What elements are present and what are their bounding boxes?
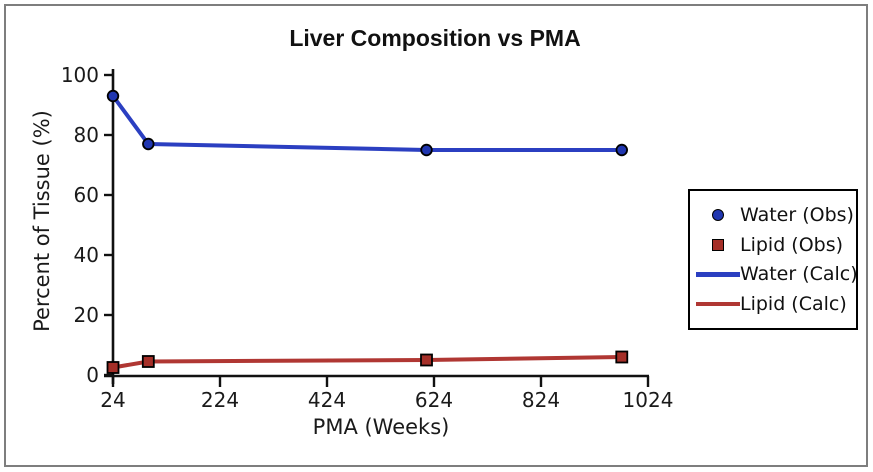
data-point-lipid-obs- xyxy=(615,350,629,364)
x-tick-label: 1024 xyxy=(623,388,674,412)
legend-row: Water (Calc) xyxy=(696,263,858,285)
y-tick-label: 20 xyxy=(74,303,99,327)
y-tick-label: 0 xyxy=(86,363,99,387)
x-tick-label: 824 xyxy=(522,388,560,412)
data-point-water-obs- xyxy=(106,89,120,103)
data-point-lipid-obs- xyxy=(106,361,120,374)
data-point-water-obs- xyxy=(420,143,433,157)
x-tick-label: 624 xyxy=(415,388,453,412)
data-point-lipid-obs- xyxy=(420,353,433,367)
line-marker-icon xyxy=(696,301,740,307)
x-axis-label: PMA (Weeks) xyxy=(312,415,450,439)
circle-marker-icon xyxy=(712,208,724,221)
legend-label: Lipid (Obs) xyxy=(740,233,844,256)
legend-swatch-square-icon xyxy=(696,238,740,251)
legend-label: Lipid (Calc) xyxy=(740,293,847,316)
square-marker-icon xyxy=(712,238,724,251)
y-tick-label: 40 xyxy=(74,243,99,267)
legend-swatch-line-icon xyxy=(696,301,740,307)
legend-swatch-line-icon xyxy=(696,272,740,277)
legend-swatch-circle-icon xyxy=(696,208,740,221)
legend-row: Lipid (Calc) xyxy=(696,293,854,315)
data-point-water-obs- xyxy=(142,137,155,151)
legend-label: Water (Calc) xyxy=(740,263,858,286)
legend-row: Water (Obs) xyxy=(696,204,854,226)
series-line-water-calc- xyxy=(111,94,624,152)
line-marker-icon xyxy=(696,272,740,277)
y-axis-label: Percent of Tissue (%) xyxy=(30,110,54,332)
data-point-water-obs- xyxy=(615,143,628,157)
data-point-lipid-obs- xyxy=(141,355,155,368)
legend: Water (Obs) Lipid (Obs) Water (Calc) Lipid … xyxy=(688,189,858,330)
legend-row: Lipid (Obs) xyxy=(696,234,854,256)
y-tick-label: 80 xyxy=(74,123,99,147)
y-tick-label: 60 xyxy=(74,183,99,207)
x-tick-label: 424 xyxy=(308,388,346,412)
y-tick-label: 100 xyxy=(61,63,99,87)
series-line-lipid-calc- xyxy=(111,355,624,370)
legend-label: Water (Obs) xyxy=(740,203,854,226)
x-tick-label: 24 xyxy=(100,388,125,412)
x-tick-label: 224 xyxy=(201,388,239,412)
chart-title: Liver Composition vs PMA xyxy=(289,25,581,51)
